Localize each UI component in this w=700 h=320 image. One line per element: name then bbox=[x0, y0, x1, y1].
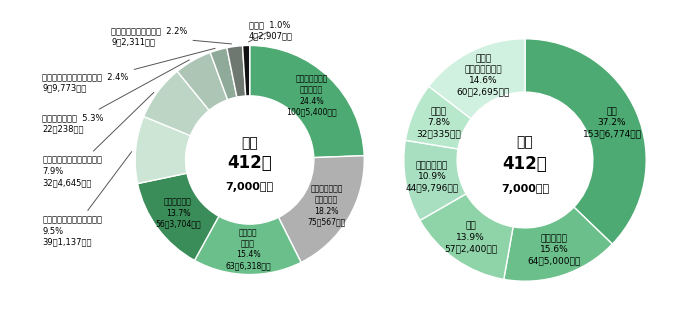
Text: 保健医療やごみ処理などに
7.9%
32億4,645万円: 保健医療やごみ処理などに 7.9% 32億4,645万円 bbox=[43, 92, 154, 187]
Text: コミュニティの振興などに
9.5%
39億1,137万円: コミュニティの振興などに 9.5% 39億1,137万円 bbox=[43, 152, 132, 247]
Wedge shape bbox=[195, 216, 301, 275]
Wedge shape bbox=[135, 116, 190, 184]
Wedge shape bbox=[210, 48, 237, 100]
Wedge shape bbox=[504, 207, 612, 281]
Text: 商工業の振興のために  2.2%
9億2,311万円: 商工業の振興のために 2.2% 9億2,311万円 bbox=[111, 26, 232, 46]
Text: 地方交付税
15.6%
64億5,000万円: 地方交付税 15.6% 64億5,000万円 bbox=[528, 234, 581, 266]
Text: 市税
37.2%
153億6,774万円: 市税 37.2% 153億6,774万円 bbox=[582, 108, 641, 139]
Wedge shape bbox=[242, 45, 250, 96]
Text: その他
（使用料など）
14.6%
60億2,695万円: その他 （使用料など） 14.6% 60億2,695万円 bbox=[456, 54, 510, 96]
Wedge shape bbox=[525, 39, 646, 244]
Wedge shape bbox=[138, 173, 219, 260]
Text: 412億: 412億 bbox=[503, 155, 547, 172]
Text: 防災対策などに  5.3%
22億238万円: 防災対策などに 5.3% 22億238万円 bbox=[43, 60, 190, 133]
Wedge shape bbox=[250, 45, 364, 157]
Wedge shape bbox=[227, 46, 246, 97]
Text: 歳出: 歳出 bbox=[241, 136, 258, 150]
Text: 国・県支出金
10.9%
44億9,796万円: 国・県支出金 10.9% 44億9,796万円 bbox=[405, 161, 458, 192]
Text: 教育の充実に
13.7%
56億3,704万円: 教育の充実に 13.7% 56億3,704万円 bbox=[155, 197, 201, 229]
Wedge shape bbox=[405, 86, 471, 149]
Text: 7,000万円: 7,000万円 bbox=[501, 184, 549, 194]
Text: 7,000万円: 7,000万円 bbox=[225, 182, 274, 193]
Wedge shape bbox=[279, 156, 364, 262]
Text: 412億: 412億 bbox=[228, 155, 272, 172]
Text: その他  1.0%
4億2,907万円: その他 1.0% 4億2,907万円 bbox=[248, 20, 293, 42]
Text: 農林水産業の振興のために  2.4%
9億9,773万円: 農林水産業の振興のために 2.4% 9億9,773万円 bbox=[43, 48, 215, 92]
Text: 歳入: 歳入 bbox=[517, 135, 533, 149]
Text: 繰入金
7.8%
32億335万円: 繰入金 7.8% 32億335万円 bbox=[416, 107, 461, 138]
Text: 借入金の
返済に
15.4%
63億6,318万円: 借入金の 返済に 15.4% 63億6,318万円 bbox=[225, 228, 271, 270]
Wedge shape bbox=[420, 194, 513, 279]
Wedge shape bbox=[404, 140, 466, 220]
Wedge shape bbox=[144, 71, 209, 136]
Text: 福祉サービスの
提供などに
24.4%
100億5,400万円: 福祉サービスの 提供などに 24.4% 100億5,400万円 bbox=[286, 75, 337, 117]
Wedge shape bbox=[429, 39, 525, 119]
Text: 道路や市街地の
整備などに
18.2%
75億567万円: 道路や市街地の 整備などに 18.2% 75億567万円 bbox=[307, 184, 346, 227]
Text: 市債
13.9%
57億2,400万円: 市債 13.9% 57億2,400万円 bbox=[444, 222, 497, 253]
Wedge shape bbox=[177, 52, 228, 110]
